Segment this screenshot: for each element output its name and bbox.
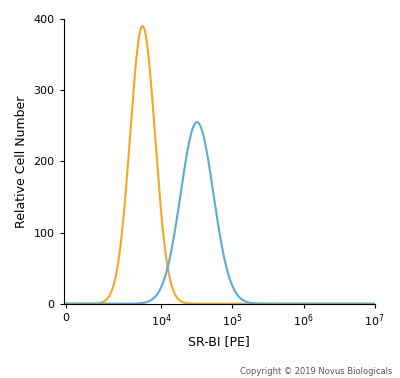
- Y-axis label: Relative Cell Number: Relative Cell Number: [15, 95, 28, 228]
- X-axis label: SR-BI [PE]: SR-BI [PE]: [188, 335, 250, 348]
- Text: Copyright © 2019 Novus Biologicals: Copyright © 2019 Novus Biologicals: [240, 367, 392, 376]
